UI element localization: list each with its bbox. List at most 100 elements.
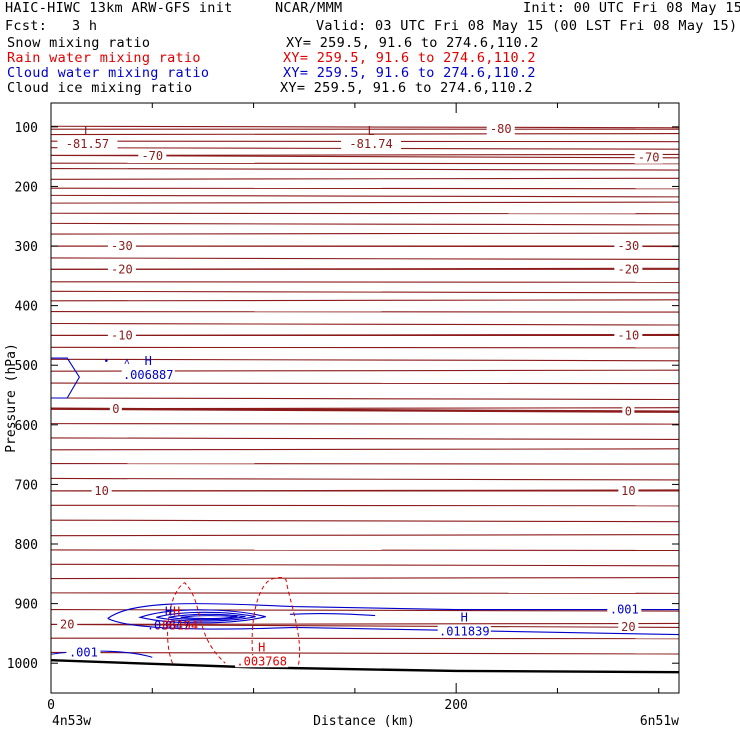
isotherm-line	[50, 563, 680, 567]
cloud-water-contour	[107, 603, 679, 619]
temperature-low-marker: L	[84, 124, 91, 138]
isotherm-label: -10	[618, 328, 640, 342]
cloud-water-caret: ˄	[124, 357, 130, 368]
x-axis-label: Distance (km)	[313, 714, 415, 729]
isotherm-label-bg	[57, 617, 78, 631]
y-tick-label: 1000	[7, 657, 38, 672]
temperature-low-bg	[57, 138, 118, 151]
cloud-water-contour	[156, 611, 256, 622]
cloud-water-high-marker: H	[165, 605, 172, 619]
isotherm-label: 0	[625, 404, 632, 418]
isotherm-label-bg	[107, 262, 136, 276]
cloud-water-high-value-bg	[437, 625, 491, 638]
model-title: HAIC-HIWC 13km ARW-GFS init	[5, 0, 233, 16]
isotherm-line	[50, 651, 680, 655]
y-tick-label: 700	[15, 478, 38, 493]
isotherm-line	[50, 637, 680, 640]
isotherm-line	[50, 577, 680, 580]
org-label: NCAR/MMM	[275, 0, 343, 16]
rain-water-high-marker: H	[173, 605, 180, 619]
isotherm-line	[50, 187, 680, 190]
y-tick-label: 100	[15, 121, 38, 136]
temperature-contours: -80 -70 -70 -30 -30 -20 -20 -10 -10 0 0 10 10 20 20	[50, 122, 680, 655]
isotherm-line	[50, 212, 680, 215]
cloud-water-high-value: .006887	[123, 368, 174, 382]
isotherm-line	[50, 609, 680, 612]
isotherm-label: -70	[638, 151, 660, 165]
cloud-water-dot: •	[104, 357, 109, 367]
cloud-water-high-value: .011839	[439, 624, 490, 638]
isotherm-line	[50, 177, 680, 180]
y-axis-label: Pressure (hPa)	[4, 343, 19, 453]
isotherm-label-bg	[107, 328, 136, 342]
isotherm-label: -70	[141, 149, 163, 163]
isotherm-line	[50, 133, 680, 136]
rain-water-high-value: .003768	[236, 654, 287, 668]
cloud-water-contour	[138, 609, 266, 624]
isotherm-line	[50, 519, 680, 523]
isotherm-line	[50, 346, 680, 349]
isotherm-label: -80	[490, 122, 512, 136]
field-xy-rain: XY= 259.5, 91.6 to 274.6,110.2	[283, 50, 536, 66]
field-name-rain: Rain water mixing ratio	[7, 50, 201, 66]
isotherm-line	[50, 622, 680, 626]
isotherm-line	[50, 549, 680, 552]
cloud-water-high-value: .03847	[147, 619, 190, 633]
cloud-water-high-value-bg	[121, 369, 175, 382]
forecast-label: Fcst:	[5, 18, 48, 34]
cloud-water-contour	[51, 357, 81, 399]
init-time: Init: 00 UTC Fri 08 May 15	[523, 0, 740, 16]
plot-frame	[50, 102, 680, 694]
y-tick-label: 800	[15, 538, 38, 553]
y-tick-label: 600	[15, 419, 38, 434]
field-xy-snow: XY= 259.5, 91.6 to 274.6,110.2	[286, 35, 539, 51]
y-tick-label: 900	[15, 598, 38, 613]
isotherm-label: 20	[621, 620, 635, 634]
isotherm-line	[50, 290, 680, 294]
isotherm-label: 10	[94, 484, 108, 498]
temperature-low-marker: L	[367, 124, 374, 138]
isotherm-line	[50, 281, 680, 283]
y-tick-label: 300	[15, 240, 38, 255]
cloud-water-contour	[107, 618, 680, 636]
isotherm-line	[50, 322, 680, 326]
field-name-cloud-water: Cloud water mixing ratio	[7, 65, 210, 81]
right-endpoint-label: 6n51w	[640, 714, 679, 729]
extrema-markers: L-81.57L-81.74H.006887H.011839H.03847H.0…	[57, 124, 491, 668]
isotherm-label-bg	[109, 402, 122, 416]
y-tick-label: 200	[15, 180, 38, 195]
isotherm-label: 0	[112, 402, 119, 416]
isotherm-line	[50, 194, 680, 198]
isotherm-label-bg	[614, 262, 643, 276]
isotherm-label: -20	[618, 262, 640, 276]
rain-water-high-marker: H	[258, 640, 265, 654]
isotherm-label: -30	[618, 239, 640, 253]
isotherm-line	[50, 423, 680, 425]
isotherm-line	[50, 382, 680, 385]
isotherm-label-bg	[618, 620, 639, 634]
isotherm-label-bg	[614, 328, 643, 342]
temperature-low-value: -81.57	[66, 137, 109, 151]
y-tick-label: 500	[15, 359, 38, 374]
isotherm-label-bg	[486, 122, 515, 136]
field-xy-cloud-ice: XY= 259.5, 91.6 to 274.6,110.2	[280, 80, 533, 96]
cloud-water-label-bg	[607, 602, 642, 616]
field-name-snow: Snow mixing ratio	[7, 35, 151, 51]
cloud-water-label-bg	[66, 645, 101, 659]
isotherm-line	[50, 592, 680, 594]
cloud-water-contour-label: .001	[610, 603, 639, 617]
isotherm-labeled-line	[50, 407, 680, 413]
isotherm-line	[50, 534, 680, 537]
isotherm-label: -30	[111, 239, 133, 253]
cloud-water-contour	[290, 613, 376, 617]
isotherm-line	[50, 125, 680, 129]
isotherm-label: -10	[111, 328, 133, 342]
isotherm-label-bg	[634, 150, 663, 164]
isotherm-label-bg	[618, 483, 639, 497]
isotherm-label-bg	[107, 239, 136, 253]
rain-water-high-value: .06194	[155, 619, 198, 633]
isotherm-line	[50, 201, 680, 204]
valid-time: Valid: 03 UTC Fri 08 May 15 (00 LST Fri …	[316, 18, 738, 34]
isotherm-line	[50, 463, 680, 465]
